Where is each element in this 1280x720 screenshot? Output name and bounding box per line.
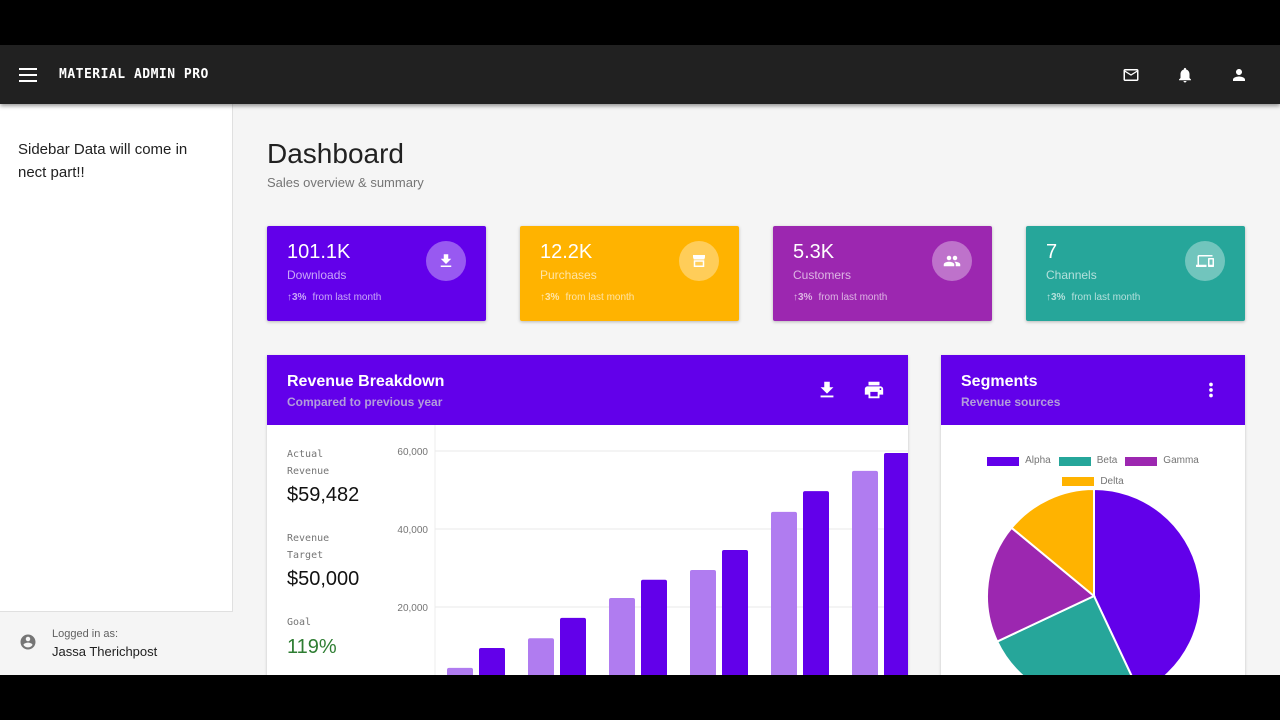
segments-title: Segments	[961, 373, 1038, 390]
logged-in-label: Logged in as:	[52, 628, 119, 640]
bar[interactable]	[479, 647, 505, 675]
stat-label: Downloads	[287, 268, 347, 282]
stat-card-channels[interactable]: 7 Channels ↑3% from last month	[1026, 226, 1245, 321]
stat-trend: ↑3% from last month	[793, 292, 887, 303]
revenue-target-value: $50,000	[287, 568, 360, 590]
legend-label: Gamma	[1163, 455, 1199, 466]
menu-icon[interactable]	[19, 67, 37, 82]
legend-swatch	[1062, 477, 1095, 486]
app-title: MATERIAL ADMIN PRO	[59, 67, 209, 82]
goal-value: 119%	[287, 636, 337, 658]
segments-card: Segments Revenue sources Alpha Beta Gamma D…	[941, 355, 1245, 675]
legend-item[interactable]: Alpha	[987, 452, 1051, 470]
stat-card-customers[interactable]: 5.3K Customers ↑3% from last month	[773, 226, 992, 321]
segments-pie-chart	[986, 487, 1202, 675]
pie-legend: Alpha Beta Gamma Delta	[941, 452, 1245, 493]
stat-value: 5.3K	[793, 241, 835, 263]
stat-value: 7	[1046, 241, 1058, 263]
actual-revenue-label: Actual Revenue	[287, 449, 330, 477]
stat-label: Purchases	[540, 268, 597, 282]
stat-value: 101.1K	[287, 241, 351, 263]
stat-value: 12.2K	[540, 241, 593, 263]
legend-item[interactable]: Delta	[1062, 473, 1124, 491]
trend-value: ↑3%	[287, 292, 307, 303]
bar[interactable]	[609, 598, 635, 675]
sidebar-placeholder-text: Sidebar Data will come in nect part!!	[18, 141, 188, 181]
pie-slice-alpha[interactable]	[1093, 487, 1202, 675]
bar[interactable]	[447, 667, 473, 675]
revenue-bar-chart: 20,000 40,000 60,000	[397, 425, 908, 675]
pie-slice-beta[interactable]	[995, 594, 1139, 675]
account-circle-icon	[20, 634, 36, 650]
store-icon	[679, 241, 719, 281]
goal-label: Goal	[287, 617, 312, 628]
y-tick-label: 20,000	[397, 603, 428, 614]
more-vert-icon[interactable]	[1200, 379, 1222, 401]
stat-card-purchases[interactable]: 12.2K Purchases ↑3% from last month	[520, 226, 739, 321]
trend-text: from last month	[565, 292, 635, 303]
mail-icon[interactable]	[1122, 66, 1140, 84]
legend-label: Delta	[1100, 475, 1124, 487]
download-icon[interactable]	[816, 379, 838, 401]
y-tick-label: 60,000	[397, 447, 428, 458]
stat-card-downloads[interactable]: 101.1K Downloads ↑3% from last month	[267, 226, 486, 321]
sidebar-user-footer: Logged in as: Jassa Therichpost	[0, 611, 233, 675]
stat-trend: ↑3% from last month	[540, 292, 634, 303]
app-bar: MATERIAL ADMIN PRO	[0, 45, 1280, 104]
stat-label: Customers	[793, 268, 852, 282]
pie-slice-delta[interactable]	[1010, 487, 1095, 599]
account-icon[interactable]	[1230, 66, 1248, 84]
page-title: Dashboard	[267, 138, 404, 169]
devices-icon	[1185, 241, 1225, 281]
bar[interactable]	[690, 569, 716, 675]
legend-swatch	[987, 456, 1020, 466]
segments-subtitle: Revenue sources	[961, 395, 1061, 409]
legend-label: Beta	[1096, 455, 1118, 466]
bar[interactable]	[560, 617, 586, 675]
trend-value: ↑3%	[1046, 292, 1066, 303]
legend-swatch	[1058, 456, 1091, 466]
user-name: Jassa Therichpost	[52, 644, 158, 659]
stat-trend: ↑3% from last month	[287, 292, 381, 303]
sidebar: Sidebar Data will come in nect part!! Lo…	[0, 104, 233, 675]
stat-label: Channels	[1046, 268, 1097, 282]
people-icon	[932, 241, 972, 281]
pie-slice-gamma[interactable]	[986, 526, 1096, 643]
bar[interactable]	[722, 550, 748, 675]
y-tick-label: 40,000	[397, 525, 428, 536]
trend-text: from last month	[1071, 292, 1141, 303]
trend-value: ↑3%	[540, 292, 560, 303]
legend-item[interactable]: Beta	[1058, 452, 1118, 470]
print-icon[interactable]	[863, 379, 885, 401]
stat-trend: ↑3% from last month	[1046, 292, 1140, 303]
actual-revenue-value: $59,482	[287, 484, 360, 506]
legend-swatch	[1125, 456, 1158, 466]
revenue-title: Revenue Breakdown	[287, 373, 445, 390]
bell-icon[interactable]	[1176, 66, 1194, 84]
trend-value: ↑3%	[793, 292, 813, 303]
bar[interactable]	[771, 511, 797, 675]
bar[interactable]	[803, 491, 829, 675]
legend-label: Alpha	[1025, 455, 1051, 466]
download-icon	[426, 241, 466, 281]
revenue-target-label: Revenue Target	[287, 533, 330, 561]
bar[interactable]	[528, 638, 554, 675]
page-subtitle: Sales overview & summary	[267, 175, 424, 190]
trend-text: from last month	[818, 292, 888, 303]
revenue-subtitle: Compared to previous year	[287, 395, 443, 409]
legend-item[interactable]: Gamma	[1125, 452, 1199, 470]
bar[interactable]	[852, 470, 878, 675]
revenue-card: Revenue Breakdown Compared to previous y…	[267, 355, 908, 675]
bar[interactable]	[884, 453, 908, 675]
trend-text: from last month	[312, 292, 382, 303]
bar[interactable]	[641, 579, 667, 675]
